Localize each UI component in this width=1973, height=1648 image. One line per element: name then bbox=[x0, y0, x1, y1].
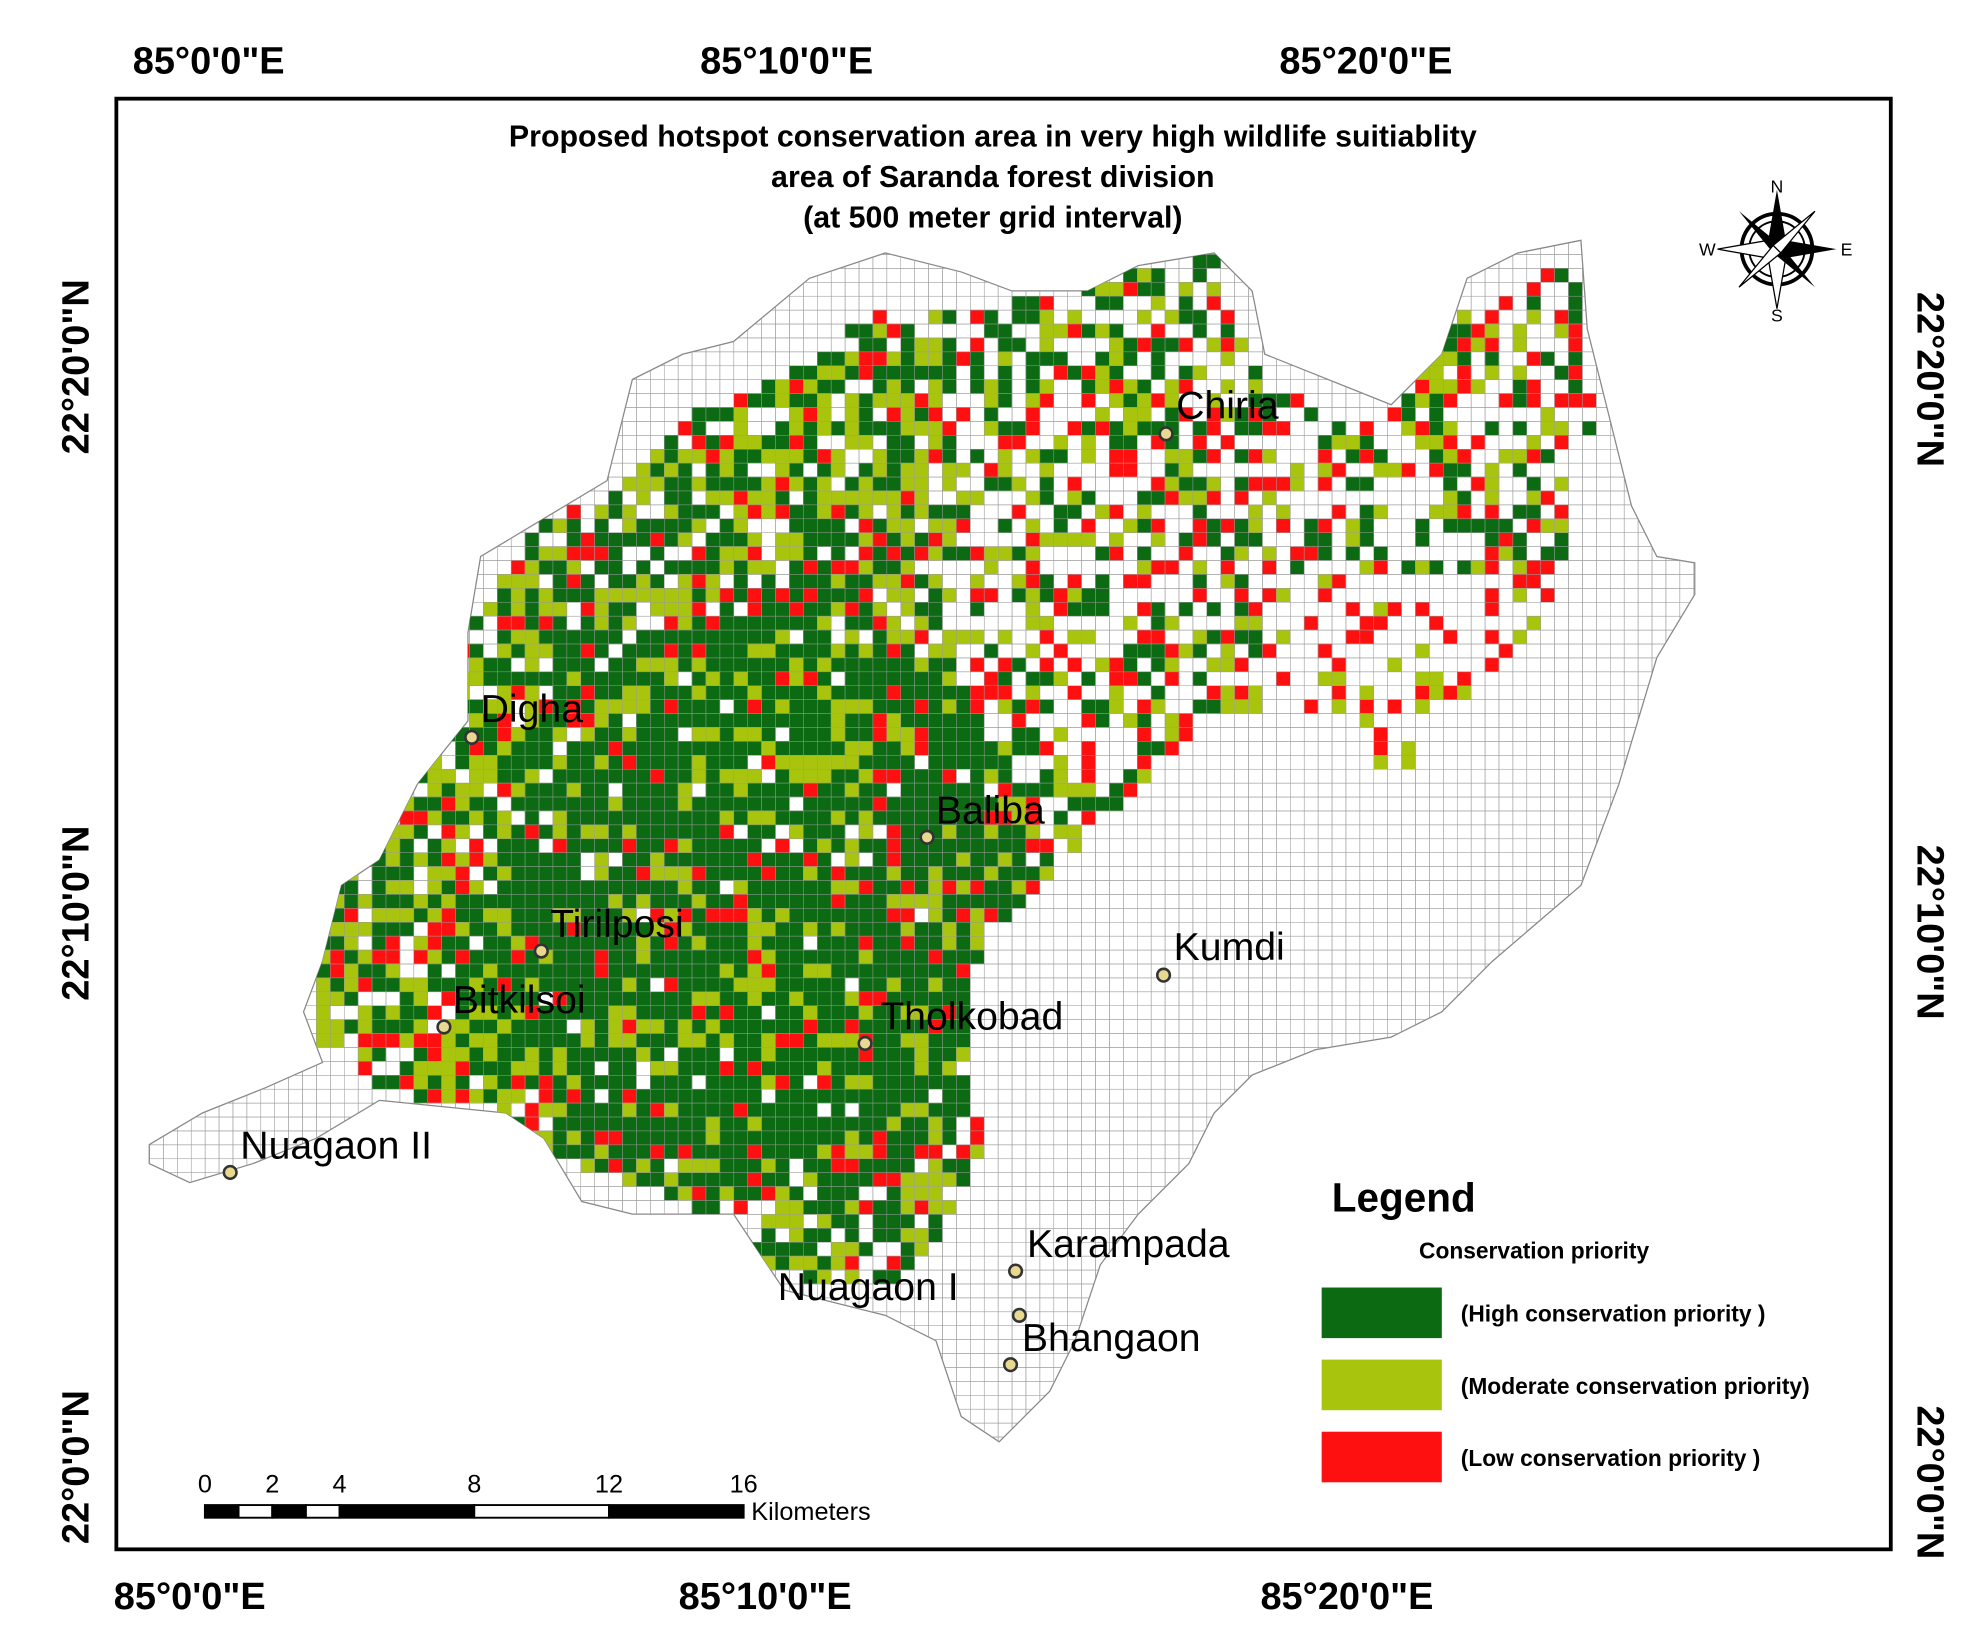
place-label: Bitkilsoi bbox=[453, 979, 586, 1022]
scale-tick-label: 2 bbox=[265, 1470, 279, 1498]
legend-label: (High conservation priority ) bbox=[1461, 1301, 1766, 1327]
place-label: Baliba bbox=[936, 789, 1045, 832]
place-label: Tholkobad bbox=[880, 996, 1063, 1039]
place-label: Karampada bbox=[1027, 1223, 1230, 1266]
longitude-label: 85°20'0"E bbox=[1279, 40, 1452, 82]
scale-segment bbox=[608, 1504, 745, 1519]
place-marker bbox=[464, 729, 480, 745]
place-marker bbox=[1158, 426, 1174, 442]
place-label: Kumdi bbox=[1174, 926, 1285, 969]
latitude-label: 22°10'0"N bbox=[56, 826, 98, 1001]
place-marker bbox=[1011, 1307, 1027, 1323]
scale-segment bbox=[237, 1504, 274, 1519]
scale-segment bbox=[304, 1504, 341, 1519]
place-label: Bhangaon bbox=[1022, 1317, 1201, 1360]
legend-swatch bbox=[1321, 1359, 1442, 1411]
place-marker bbox=[857, 1035, 873, 1052]
scale-segment bbox=[271, 1504, 307, 1519]
map-title: Proposed hotspot conservation area in ve… bbox=[509, 121, 1477, 154]
scale-tick-label: 12 bbox=[595, 1470, 623, 1498]
latitude-label: 22°20'0"N bbox=[56, 279, 98, 454]
place-marker bbox=[919, 829, 935, 845]
compass-w: W bbox=[1699, 239, 1716, 259]
scale-segment bbox=[473, 1504, 610, 1519]
place-marker bbox=[1155, 967, 1172, 983]
place-marker bbox=[1008, 1263, 1024, 1279]
place-marker bbox=[436, 1019, 452, 1035]
latitude-label: 22°0'0"N bbox=[1908, 1405, 1950, 1559]
latitude-label: 22°10'0"N bbox=[1908, 845, 1950, 1020]
legend-title: Legend bbox=[1332, 1175, 1476, 1221]
place-label: Tirilposi bbox=[550, 903, 684, 946]
scale-tick-label: 16 bbox=[730, 1470, 758, 1498]
place-marker bbox=[533, 943, 549, 959]
place-label: Digha bbox=[481, 688, 584, 731]
place-marker bbox=[222, 1164, 238, 1181]
scale-tick-label: 8 bbox=[467, 1470, 481, 1498]
legend-swatch bbox=[1321, 1431, 1442, 1483]
latitude-label: 22°0'0"N bbox=[56, 1390, 98, 1544]
longitude-label: 85°10'0"E bbox=[679, 1576, 852, 1618]
map-title: (at 500 meter grid interval) bbox=[803, 202, 1182, 235]
place-label: Nuagaon I bbox=[778, 1266, 959, 1309]
longitude-label: 85°20'0"E bbox=[1260, 1576, 1433, 1618]
compass: N S W E bbox=[1699, 176, 1853, 325]
legend-label: (Moderate conservation priority) bbox=[1461, 1373, 1810, 1399]
legend-label: (Low conservation priority ) bbox=[1461, 1445, 1761, 1471]
compass-e: E bbox=[1841, 239, 1853, 259]
longitude-label: 85°0'0"E bbox=[114, 1576, 266, 1618]
latitude-label: 22°20'0"N bbox=[1908, 292, 1950, 467]
legend: Legend Conservation priority (High conse… bbox=[1321, 1175, 1810, 1483]
map-title: area of Saranda forest division bbox=[771, 161, 1215, 194]
longitude-label: 85°0'0"E bbox=[133, 40, 285, 82]
scale-tick-label: 4 bbox=[333, 1470, 347, 1498]
longitude-label: 85°10'0"E bbox=[700, 40, 873, 82]
compass-n: N bbox=[1771, 176, 1784, 196]
scale-unit: Kilometers bbox=[751, 1498, 870, 1526]
labels: 85°0'0"E 85°0'0"E 85°10'0"E 85°10'0"E 85°20'… bbox=[56, 40, 1951, 1617]
place-label: Nuagaon II bbox=[240, 1125, 432, 1168]
place-label: Chiria bbox=[1176, 385, 1279, 428]
legend-swatch bbox=[1321, 1287, 1442, 1339]
place-marker bbox=[1002, 1357, 1019, 1373]
scale-tick-label: 0 bbox=[198, 1470, 212, 1498]
legend-subtitle: Conservation priority bbox=[1419, 1237, 1649, 1263]
scale-segment bbox=[338, 1504, 476, 1519]
scale-segment bbox=[203, 1504, 240, 1519]
compass-s: S bbox=[1771, 305, 1783, 325]
